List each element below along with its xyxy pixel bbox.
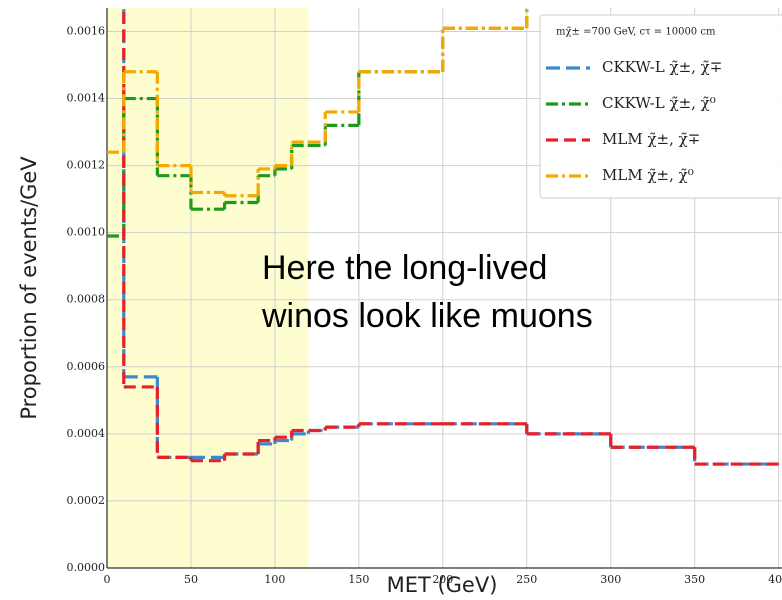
x-tick-label: 400 [768, 573, 782, 586]
legend-title: mχ̃± =700 GeV, cτ = 10000 cm [556, 27, 716, 38]
y-tick-label: 0.0014 [67, 92, 106, 105]
annotation: winos look like muons [261, 297, 593, 335]
legend-box [539, 14, 782, 199]
legend-label: CKKW-L χ̃±, χ̃∓ [602, 58, 722, 76]
legend-label: MLM χ̃±, χ̃⁰ [602, 166, 694, 184]
series-group [107, 8, 779, 466]
shaded-region [107, 8, 309, 568]
x-tick-label: 250 [516, 573, 537, 586]
y-tick-label: 0.0012 [67, 159, 106, 172]
x-tick-label: 150 [348, 573, 369, 586]
y-tick-label: 0.0016 [67, 24, 106, 37]
y-tick-label: 0.0010 [67, 226, 106, 239]
y-axis-label: Proportion of events/GeV [17, 156, 41, 420]
x-tick-label: 0 [104, 573, 111, 586]
legend-label: CKKW-L χ̃±, χ̃⁰ [602, 94, 716, 112]
y-tick-label: 0.0000 [67, 561, 106, 574]
x-tick-label: 50 [184, 573, 198, 586]
y-tick-label: 0.0002 [67, 494, 106, 507]
x-tick-label: 100 [264, 573, 285, 586]
y-tick-label: 0.0008 [67, 293, 106, 306]
annotation: Here the long-lived [262, 249, 547, 287]
x-tick-label: 350 [684, 573, 705, 586]
y-tick-label: 0.0004 [67, 427, 106, 440]
x-tick-label: 300 [600, 573, 621, 586]
legend-label: MLM χ̃±, χ̃∓ [602, 130, 700, 148]
x-axis-label: MET (GeV) [387, 573, 498, 597]
y-tick-label: 0.0006 [67, 360, 106, 373]
x-tick-label: 200 [432, 573, 453, 586]
